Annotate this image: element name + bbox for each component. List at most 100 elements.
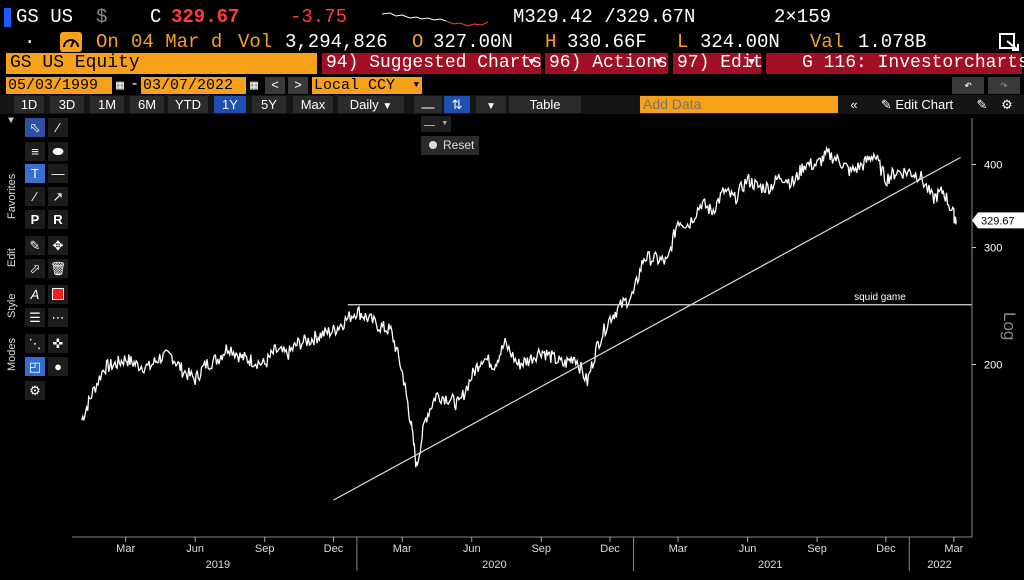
prev-period-button[interactable]: < [265, 77, 285, 94]
settings-icon[interactable]: ⚙ [25, 381, 45, 400]
suggested-charts-menu[interactable]: 94) Suggested Charts ▼ [322, 53, 543, 74]
bar-chart-icon[interactable]: ⇅ [444, 96, 470, 113]
dashed-line-icon[interactable]: ⋱ [25, 334, 45, 353]
x-month-label: Jun [186, 543, 204, 555]
suggested-charts-label: 94) Suggested Charts [326, 53, 543, 73]
x-month-label: Sep [531, 543, 551, 555]
select-arrow-icon[interactable]: ⬀ [25, 259, 45, 278]
palette-icon[interactable]: ● [48, 357, 68, 376]
period-button-5y[interactable]: 5Y [252, 96, 286, 113]
open-value: 327.00N [433, 31, 513, 53]
edit-chart-button[interactable]: ✎ Edit Chart [866, 96, 968, 113]
vol-label: Vol [238, 31, 273, 53]
security-header: GS US $ C 329.67 -3.75 M329.42 /329.67N … [0, 2, 1024, 30]
last-price-label: 329.67 [981, 215, 1015, 227]
fib-tool-icon[interactable]: ≡ [25, 142, 45, 161]
edit-label: 97) Edit [677, 53, 764, 73]
quote-bar: . On 04 Mar d Vol 3,294,826 O 327.00N H … [0, 27, 1024, 54]
add-data-input[interactable] [640, 96, 838, 113]
start-date-field[interactable]: 05/03/1999 [6, 77, 112, 94]
pattern-p-icon[interactable]: P [25, 210, 45, 229]
line-chart-icon[interactable]: ⎼ [414, 96, 442, 113]
intraday-sparkline [382, 12, 489, 27]
edit-menu[interactable]: 97) Edit ▼ [673, 53, 764, 74]
actions-menu[interactable]: 96) Actions ▼ [545, 53, 668, 74]
bid-ask-range: M329.42 /329.67N [513, 6, 696, 28]
line-tool-icon[interactable]: ∕ [48, 118, 68, 137]
period-button-6m[interactable]: 6M [130, 96, 164, 113]
chevron-down-icon: ▼ [655, 57, 662, 69]
crosshair-icon[interactable]: ✜ [48, 334, 68, 353]
chart-type-mini-icon[interactable]: ⎼ ▾ [421, 116, 451, 132]
cursor-icon[interactable]: ⬁ [25, 118, 45, 137]
drawing-toolbar: ▼ Favorites Edit Style Modes ⬁ ∕ ≡ ⬬ T —… [0, 114, 72, 404]
price-series [81, 145, 957, 468]
table-button[interactable]: Table [509, 96, 581, 113]
undo-button[interactable]: ↶ [952, 77, 984, 94]
pencil-icon[interactable]: ✎ [25, 236, 45, 255]
log-scale-label: Log [1000, 312, 1019, 340]
bid-ask-size: 2×159 [774, 6, 832, 28]
redo-button[interactable]: ↷ [988, 77, 1020, 94]
high-label: H [545, 31, 557, 53]
magnet-icon[interactable]: ◰ [25, 357, 45, 376]
toolbar-collapse-icon[interactable]: ▼ [8, 116, 15, 127]
line-weight-icon[interactable]: ☰ [25, 308, 45, 327]
currency-select[interactable]: Local CCY ▼ [312, 77, 422, 94]
line-style-icon[interactable]: ⋯ [48, 308, 68, 327]
text-tool-icon[interactable]: T [25, 164, 45, 183]
x-month-label: Jun [739, 543, 757, 555]
end-date-field[interactable]: 03/07/2022 [141, 77, 246, 94]
next-period-button[interactable]: > [288, 77, 308, 94]
support-trendline[interactable] [333, 156, 961, 501]
speedometer-icon[interactable] [60, 32, 82, 52]
x-month-label: Sep [255, 543, 275, 555]
trash-icon[interactable]: 🗑 [48, 259, 68, 278]
y-tick-label: 400 [984, 160, 1002, 172]
period-button-3d[interactable]: 3D [50, 96, 84, 113]
arrow-tool-icon[interactable]: ↗ [48, 187, 68, 206]
color-swatch[interactable] [48, 285, 68, 304]
x-month-label: Mar [393, 543, 412, 555]
chevron-down-icon: ▼ [486, 101, 496, 112]
horizontal-line-icon[interactable]: — [48, 164, 68, 183]
edit-chart-label: Edit Chart [895, 97, 954, 112]
collapse-icon[interactable]: « [844, 96, 864, 113]
period-button-max[interactable]: Max [293, 96, 333, 113]
security-field[interactable]: GS US Equity [6, 53, 317, 74]
squid-game-annotation: squid game [854, 292, 906, 303]
period-button-1m[interactable]: 1M [90, 96, 124, 113]
chart-type-dropdown[interactable]: ▼ [476, 96, 506, 113]
font-style-icon[interactable]: A [25, 285, 45, 304]
investorcharts-tab[interactable]: G 116: Investorcharts [766, 53, 1024, 74]
x-month-label: Mar [669, 543, 688, 555]
y-tick-label: 200 [984, 360, 1002, 372]
gear-icon[interactable]: ⚙ [996, 96, 1018, 113]
x-month-label: Sep [807, 543, 827, 555]
x-year-label: 2021 [758, 559, 782, 571]
period-button-1d[interactable]: 1D [14, 96, 44, 113]
close-label: C [150, 6, 162, 28]
frequency-select[interactable]: Daily ▼ [338, 96, 404, 113]
export-icon[interactable] [998, 32, 1020, 52]
period-button-ytd[interactable]: YTD [168, 96, 208, 113]
trendline-icon[interactable]: ∕ [25, 187, 45, 206]
edit-pencil-icon[interactable]: ✎ [972, 96, 992, 113]
chart-annotations: squid game [333, 156, 972, 501]
vol-value: 3,294,826 [285, 31, 388, 53]
chevron-down-icon: ▼ [413, 80, 419, 90]
calendar-icon[interactable]: ▦ [113, 77, 127, 94]
reset-button[interactable]: Reset [421, 136, 479, 155]
currency-symbol: $ [96, 6, 108, 28]
last-price-tag [972, 212, 1024, 229]
chevron-down-icon: ▼ [382, 101, 393, 112]
price-change: -3.75 [290, 6, 348, 28]
pattern-r-icon[interactable]: R [48, 210, 68, 229]
val-label: Val [810, 31, 845, 53]
ellipse-tool-icon[interactable]: ⬬ [48, 142, 68, 161]
price-chart[interactable]: squid game 200 300 400 Log Mar Jun Sep Dec Mar Ju… [0, 114, 1024, 580]
move-icon[interactable]: ✥ [48, 236, 68, 255]
period-button-1y[interactable]: 1Y [214, 96, 246, 113]
calendar-icon[interactable]: ▦ [247, 77, 261, 94]
date-range-bar: 05/03/1999 ▦ - 03/07/2022 ▦ < > Local CC… [0, 76, 1024, 95]
